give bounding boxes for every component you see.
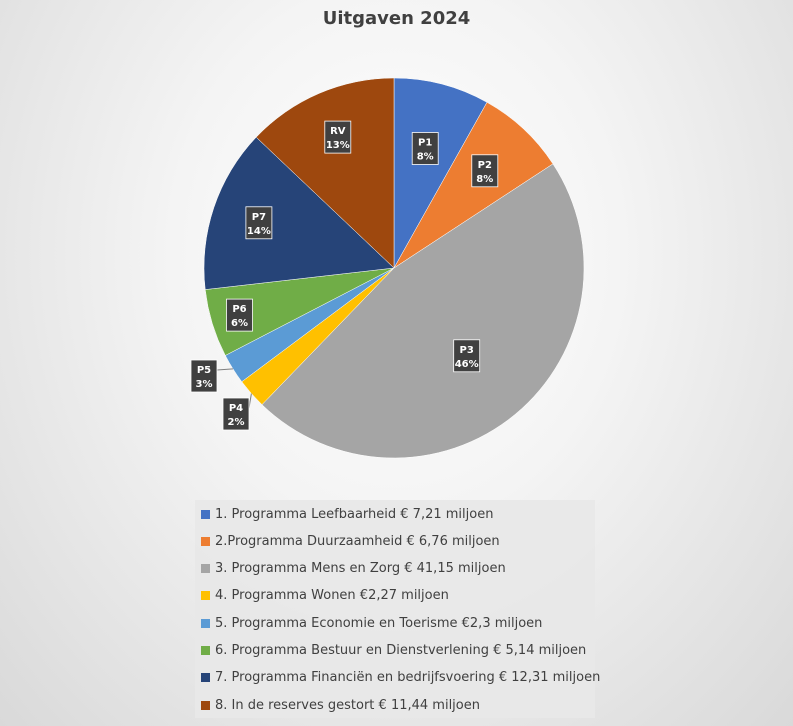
data-label-p2: P28% xyxy=(471,154,499,188)
chart-legend: 1. Programma Leefbaarheid € 7,21 miljoen… xyxy=(195,500,600,718)
legend-label: 3. Programma Mens en Zorg € 41,15 miljoe… xyxy=(215,561,506,577)
data-label-category: P5 xyxy=(197,365,211,376)
data-label-category: P6 xyxy=(232,304,246,315)
pie-slice-p3 xyxy=(261,163,585,459)
legend-item-rv: 8. In de reserves gestort € 11,44 miljoe… xyxy=(201,695,593,715)
data-label-p4: P42% xyxy=(222,397,250,431)
legend-label: 8. In de reserves gestort € 11,44 miljoe… xyxy=(215,697,480,713)
data-label-category: P2 xyxy=(478,160,492,171)
data-label-percent: 6% xyxy=(231,318,248,329)
legend-item-p5: 5. Programma Economie en Toerisme €2,3 m… xyxy=(201,613,593,633)
legend-label: 5. Programma Economie en Toerisme €2,3 m… xyxy=(215,615,543,631)
pie-slice-p7 xyxy=(203,136,395,290)
legend-label: 4. Programma Wonen €2,27 miljoen xyxy=(215,588,449,604)
legend-item-p1: 1. Programma Leefbaarheid € 7,21 miljoen xyxy=(201,504,593,524)
legend-item-p3: 3. Programma Mens en Zorg € 41,15 miljoe… xyxy=(201,559,593,579)
legend-swatch xyxy=(201,646,210,655)
leader-line-p5 xyxy=(216,368,234,371)
legend-label: 6. Programma Bestuur en Dienstverlening … xyxy=(215,643,587,658)
chart-title: Uitgaven 2024 xyxy=(322,8,471,29)
data-label-p5: P53% xyxy=(190,359,218,393)
data-label-p1: P18% xyxy=(411,132,439,165)
legend-item-p4: 4. Programma Wonen €2,27 miljoen xyxy=(201,586,593,606)
data-label-percent: 13% xyxy=(326,140,350,151)
data-label-percent: 2% xyxy=(228,417,245,428)
data-label-category: P7 xyxy=(252,212,266,223)
legend-item-p6: 6. Programma Bestuur en Dienstverlening … xyxy=(201,641,593,661)
pie-slice-p1 xyxy=(393,77,488,269)
data-label-p6: P66% xyxy=(226,298,253,332)
legend-swatch xyxy=(201,536,210,546)
data-label-category: P3 xyxy=(460,345,474,356)
legend-item-p2: 2.Programma Duurzaamheid € 6,76 miljoen xyxy=(201,531,593,551)
data-label-percent: 14% xyxy=(247,226,271,237)
legend-swatch xyxy=(201,591,210,601)
legend-swatch xyxy=(201,673,210,683)
legend-label: 1. Programma Leefbaarheid € 7,21 miljoen xyxy=(215,506,494,522)
legend-swatch xyxy=(201,700,210,710)
pie-slice-rv xyxy=(255,77,395,269)
data-label-category: P4 xyxy=(229,403,243,414)
data-label-percent: 8% xyxy=(476,174,493,185)
data-label-category: P1 xyxy=(418,138,432,149)
legend-label: 2.Programma Duurzaamheid € 6,76 miljoen xyxy=(215,533,500,549)
data-label-percent: 46% xyxy=(455,359,479,370)
legend-label: 7. Programma Financiën en bedrijfsvoerin… xyxy=(215,670,601,686)
data-label-percent: 8% xyxy=(417,152,434,163)
legend-swatch xyxy=(201,564,210,574)
data-label-rv: RV 13% xyxy=(324,120,352,154)
data-label-category: RV xyxy=(330,126,346,137)
legend-swatch xyxy=(201,509,210,519)
legend-swatch xyxy=(201,618,210,628)
legend-item-p7: 7. Programma Financiën en bedrijfsvoerin… xyxy=(201,668,600,688)
data-label-percent: 3% xyxy=(196,379,213,390)
